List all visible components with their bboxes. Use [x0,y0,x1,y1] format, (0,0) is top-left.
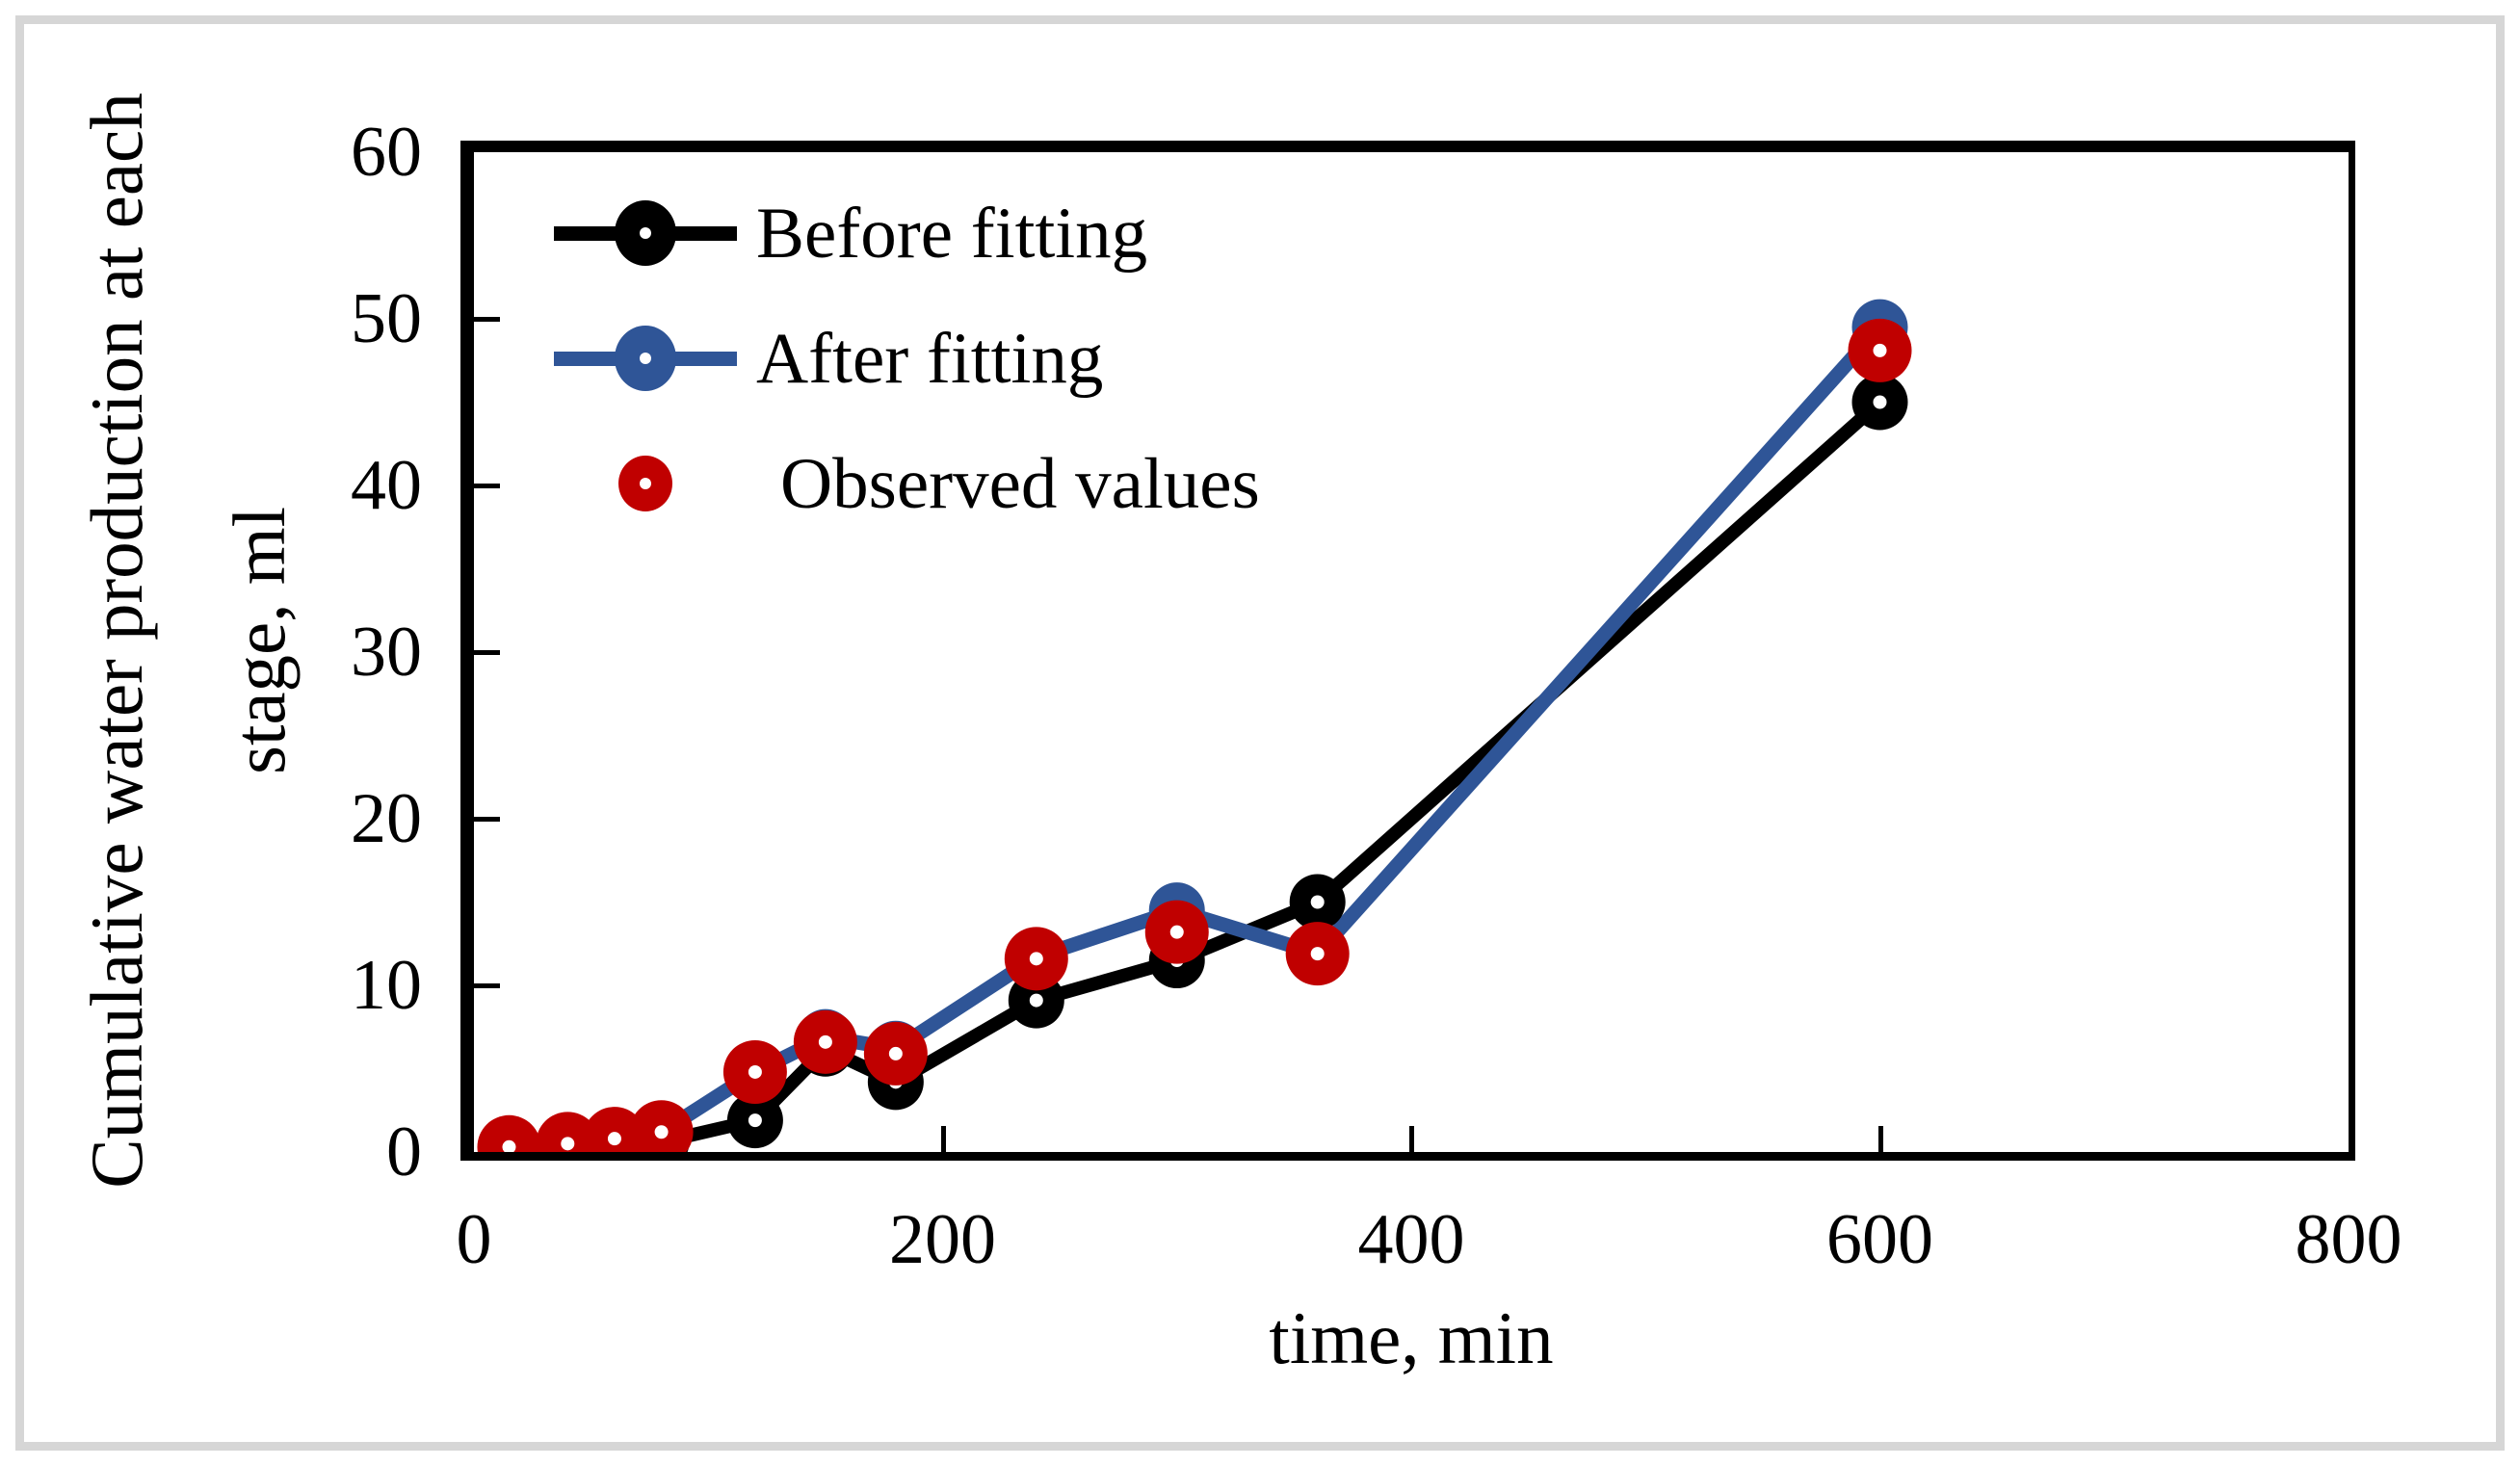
data-point-before-fitting-t600 [1851,374,1908,431]
data-point-observed-values-t15 [477,1114,541,1152]
y-tick-mark-30 [474,650,500,655]
data-point-observed-values-t600 [1848,318,1912,382]
y-tick-mark-50 [474,317,500,322]
legend-marker-icon [615,200,676,266]
x-tick-label-800: 800 [2295,1200,2402,1279]
y-tick-label-50: 50 [351,279,422,358]
x-tick-label-200: 200 [889,1200,996,1279]
legend-swatch-line-marker [554,173,737,293]
legend-marker-center-dot [640,227,651,239]
legend-swatch-line-marker [554,299,737,418]
legend-marker-icon [618,456,672,511]
data-point-observed-values-t120 [722,1039,787,1104]
y-tick-mark-10 [474,983,500,988]
y-tick-label-40: 40 [351,446,422,525]
y-tick-label-20: 20 [351,779,422,858]
chart-canvas [477,299,1912,1152]
x-tick-label-600: 600 [1826,1200,1933,1279]
x-tick-mark-200 [940,1126,946,1152]
legend-label: After fitting [756,318,1104,399]
x-tick-label-0: 0 [456,1200,492,1279]
y-tick-label-60: 60 [351,113,422,192]
x-tick-label-400: 400 [1357,1200,1465,1279]
legend-item-observed-values: Observed values [554,424,1260,543]
data-point-observed-values-t180 [863,1021,928,1086]
y-tick-mark-40 [474,484,500,488]
legend-label: Before fitting [756,193,1148,274]
legend-marker-center-dot [640,478,651,489]
x-tick-mark-400 [1409,1126,1414,1152]
y-tick-mark-20 [474,817,500,822]
plot-area [460,141,2355,1161]
data-point-before-fitting-t360 [1289,874,1346,930]
data-point-observed-values-t150 [793,1009,857,1074]
legend-marker-icon [615,326,676,391]
legend-item-after-fitting: After fitting [554,299,1103,418]
data-point-before-fitting-t120 [726,1092,783,1149]
y-axis-title-line1: Cumulative water production at each [75,92,158,1189]
x-axis-title: time, min [1269,1296,1554,1379]
legend-marker-center-dot [640,353,651,364]
legend-label: Observed values [780,443,1260,524]
y-tick-label-10: 10 [351,946,422,1025]
y-tick-label-30: 30 [351,613,422,692]
legend-swatch-marker [554,424,737,543]
data-point-observed-values-t240 [1004,927,1068,991]
data-point-observed-values-t300 [1144,900,1209,964]
legend-item-before-fitting: Before fitting [554,173,1147,293]
data-point-observed-values-t80 [629,1100,694,1152]
data-point-observed-values-t360 [1285,922,1350,986]
y-tick-label-0: 0 [386,1113,422,1191]
x-tick-mark-600 [1877,1126,1883,1152]
plot-inner [474,152,2349,1152]
data-point-observed-values-t60 [582,1107,646,1152]
